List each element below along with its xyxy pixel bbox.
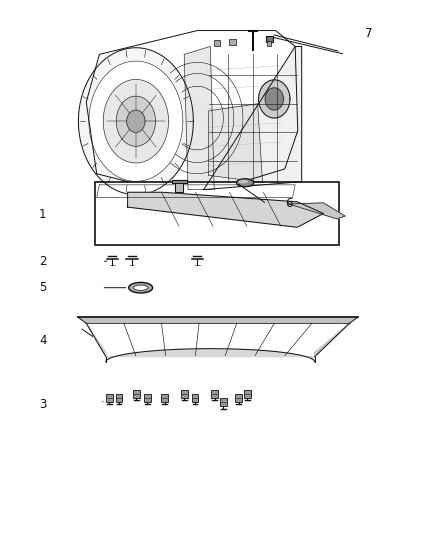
Polygon shape	[208, 104, 262, 182]
Bar	[116, 394, 122, 402]
Bar	[229, 38, 236, 45]
Bar	[220, 399, 227, 406]
Text: 5: 5	[39, 281, 46, 294]
Polygon shape	[103, 79, 169, 163]
Text: 1: 1	[39, 208, 46, 221]
Polygon shape	[204, 46, 302, 190]
Bar	[161, 394, 168, 402]
Bar	[181, 390, 187, 398]
Bar	[106, 394, 113, 402]
Polygon shape	[86, 323, 106, 357]
Polygon shape	[127, 110, 145, 132]
Polygon shape	[176, 183, 184, 192]
Polygon shape	[289, 203, 345, 219]
Polygon shape	[78, 48, 193, 195]
Bar	[235, 394, 242, 402]
Text: 2: 2	[39, 255, 46, 268]
Polygon shape	[86, 30, 298, 198]
Polygon shape	[97, 185, 295, 198]
Text: 3: 3	[39, 398, 46, 411]
Ellipse shape	[129, 282, 152, 293]
Polygon shape	[258, 80, 290, 118]
Bar	[211, 390, 218, 398]
Polygon shape	[265, 88, 283, 110]
Bar	[244, 390, 251, 398]
Polygon shape	[184, 46, 214, 190]
Polygon shape	[117, 96, 155, 146]
Bar	[144, 394, 151, 402]
Polygon shape	[89, 61, 183, 181]
Text: 4: 4	[39, 334, 46, 347]
Bar	[95, 182, 339, 245]
Bar	[133, 390, 140, 398]
Bar	[265, 36, 272, 42]
Ellipse shape	[134, 285, 148, 290]
Polygon shape	[78, 317, 358, 323]
Polygon shape	[172, 180, 187, 183]
Ellipse shape	[239, 180, 248, 183]
Polygon shape	[127, 192, 323, 227]
Ellipse shape	[237, 179, 254, 187]
Bar	[267, 41, 271, 46]
Text: 7: 7	[365, 27, 373, 39]
Polygon shape	[315, 323, 350, 357]
Bar	[192, 394, 198, 402]
Bar	[214, 40, 220, 46]
Polygon shape	[106, 349, 315, 362]
Text: 6: 6	[285, 197, 293, 211]
